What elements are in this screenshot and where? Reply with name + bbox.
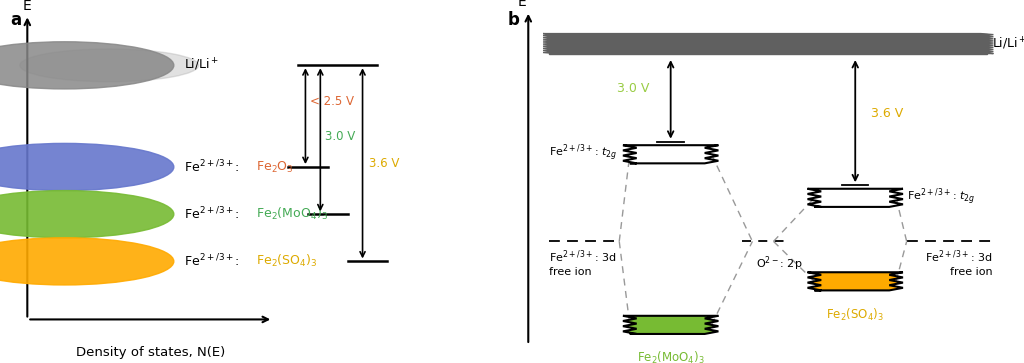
Text: Fe$^{2+/3+}$: 3d
free ion: Fe$^{2+/3+}$: 3d free ion bbox=[549, 249, 617, 277]
Bar bbox=[549, 33, 987, 53]
Text: Fe$_2$(SO$_4$)$_3$: Fe$_2$(SO$_4$)$_3$ bbox=[256, 253, 317, 269]
Ellipse shape bbox=[0, 191, 174, 238]
Text: b: b bbox=[507, 11, 519, 29]
Text: Li/Li$^+$: Li/Li$^+$ bbox=[183, 57, 219, 73]
Polygon shape bbox=[623, 145, 719, 163]
Text: Fe$_2$(MoO$_4$)$_3$: Fe$_2$(MoO$_4$)$_3$ bbox=[637, 350, 705, 363]
Text: 3.0 V: 3.0 V bbox=[617, 82, 649, 94]
Text: Fe$^{2+/3+}$:: Fe$^{2+/3+}$: bbox=[183, 206, 241, 223]
Text: Fe$_2$O$_3$: Fe$_2$O$_3$ bbox=[256, 159, 294, 175]
Text: Fe$^{2+/3+}$:: Fe$^{2+/3+}$: bbox=[183, 159, 241, 175]
Text: E: E bbox=[518, 0, 526, 9]
Text: Density of states, N(E): Density of states, N(E) bbox=[76, 346, 225, 359]
Ellipse shape bbox=[0, 238, 174, 285]
Ellipse shape bbox=[19, 49, 199, 82]
Text: < 2.5 V: < 2.5 V bbox=[310, 95, 354, 108]
Polygon shape bbox=[808, 189, 903, 207]
Ellipse shape bbox=[0, 42, 174, 89]
Text: Fe$^{2+/3+}$:: Fe$^{2+/3+}$: bbox=[183, 253, 241, 270]
Text: Li/Li$^+$: Li/Li$^+$ bbox=[992, 36, 1024, 52]
Text: Fe$^{2+/3+}$: $t_{2g}$: Fe$^{2+/3+}$: $t_{2g}$ bbox=[549, 142, 617, 163]
Text: a: a bbox=[10, 11, 22, 29]
Polygon shape bbox=[623, 316, 719, 334]
Text: Fe$_2$(MoO$_4$)$_3$: Fe$_2$(MoO$_4$)$_3$ bbox=[256, 206, 328, 222]
Text: 3.0 V: 3.0 V bbox=[326, 130, 355, 143]
Text: 3.6 V: 3.6 V bbox=[871, 107, 903, 120]
Text: Fe$_2$(SO$_4$)$_3$: Fe$_2$(SO$_4$)$_3$ bbox=[826, 307, 884, 323]
Text: Fe$^{2+/3+}$: $t_{2g}$: Fe$^{2+/3+}$: $t_{2g}$ bbox=[906, 185, 975, 207]
Polygon shape bbox=[543, 33, 993, 53]
Text: E: E bbox=[23, 0, 31, 13]
Text: Fe$^{2+/3+}$: 3d
free ion: Fe$^{2+/3+}$: 3d free ion bbox=[925, 249, 992, 277]
Text: 3.6 V: 3.6 V bbox=[369, 157, 399, 170]
Text: O$^{2-}$: 2p: O$^{2-}$: 2p bbox=[756, 254, 802, 273]
Ellipse shape bbox=[0, 143, 174, 191]
Polygon shape bbox=[808, 272, 903, 290]
